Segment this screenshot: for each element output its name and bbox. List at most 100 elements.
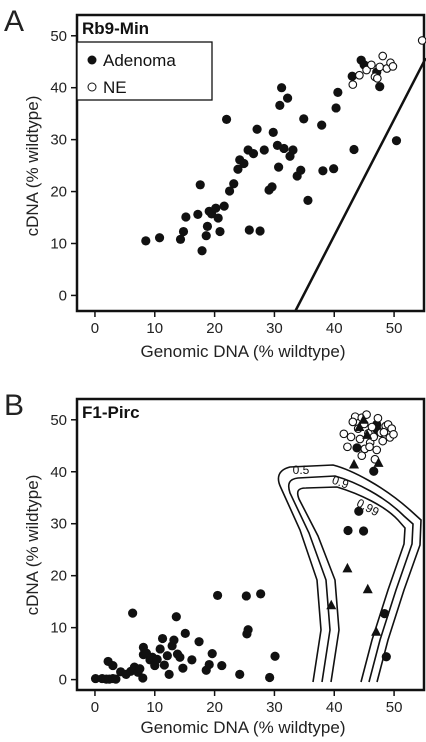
data-point-filled-circle xyxy=(256,589,266,599)
data-point-filled-circle xyxy=(111,674,121,684)
data-point-filled-circle xyxy=(194,637,204,647)
data-point-filled-circle xyxy=(279,143,289,154)
data-point-filled-circle xyxy=(352,443,362,453)
panel-b-title: F1-Pirc xyxy=(82,403,140,422)
data-point-triangle xyxy=(362,429,373,439)
data-point-filled-circle xyxy=(244,225,254,235)
data-point-filled-circle xyxy=(329,164,339,174)
x-tick-label: 20 xyxy=(206,320,223,337)
data-point-filled-circle xyxy=(175,652,185,662)
data-point-filled-circle xyxy=(217,660,227,671)
data-point-open-circle xyxy=(388,62,398,71)
data-point-open-circle xyxy=(379,427,389,437)
data-point-filled-circle xyxy=(90,673,101,684)
data-point-filled-circle xyxy=(243,625,253,635)
data-point-open-circle xyxy=(372,74,382,83)
panel-a-legend: Adenoma NE xyxy=(76,41,213,101)
x-tick-label: 50 xyxy=(386,699,403,716)
data-point-open-circle xyxy=(372,445,382,455)
data-point-filled-circle xyxy=(201,231,211,241)
data-point-filled-circle xyxy=(275,100,285,110)
data-point-triangle xyxy=(349,458,360,469)
x-tick-label: 30 xyxy=(266,320,283,337)
data-point-filled-circle xyxy=(265,672,275,683)
data-point-filled-circle xyxy=(343,525,353,536)
panel-a-chart: Rb9-Min Adenoma NE 0 10 20 30 40 50 0 10 20 30 40 5… xyxy=(23,13,426,361)
panel-b-y-axis-label: cDNA (% wildtype) xyxy=(23,475,42,616)
data-point-filled-circle xyxy=(267,182,277,192)
data-point-filled-circle xyxy=(152,654,162,664)
data-point-filled-circle xyxy=(195,180,205,190)
data-point-open-circle xyxy=(339,429,349,439)
data-point-filled-circle xyxy=(128,608,138,618)
y-tick-label: 40 xyxy=(50,464,67,481)
data-point-open-circle xyxy=(355,70,364,80)
legend-filled-circle-icon xyxy=(87,55,97,65)
panel-b-frame xyxy=(75,397,426,692)
data-point-filled-circle xyxy=(369,466,379,476)
y-tick-label: 10 xyxy=(50,620,67,637)
data-point-filled-circle xyxy=(268,127,278,137)
data-point-filled-circle xyxy=(224,186,235,196)
data-point-filled-circle xyxy=(175,234,186,244)
data-point-filled-circle xyxy=(233,164,243,174)
data-point-filled-circle xyxy=(333,87,343,97)
x-tick-label: 10 xyxy=(146,699,163,716)
data-point-open-circle xyxy=(417,36,426,45)
data-point-filled-circle xyxy=(178,663,188,673)
data-point-filled-circle xyxy=(178,226,189,237)
data-point-filled-circle xyxy=(303,195,313,205)
data-point-filled-circle xyxy=(282,93,293,103)
panel-b-x-axis-label: Genomic DNA (% wildtype) xyxy=(140,718,345,737)
data-point-filled-circle xyxy=(213,213,223,223)
data-point-open-circle xyxy=(343,442,352,452)
data-point-filled-circle xyxy=(135,664,145,674)
panel-a-frame xyxy=(75,13,426,313)
contour-0.99 xyxy=(296,486,406,683)
data-point-filled-circle xyxy=(207,649,217,659)
legend-label-adenoma: Adenoma xyxy=(103,51,176,70)
data-point-triangle xyxy=(358,414,369,424)
panel-a-ticks: 0 10 20 30 40 50 0 10 20 30 40 50 xyxy=(50,28,402,337)
x-tick-label: 0 xyxy=(91,320,99,337)
data-point-filled-circle xyxy=(212,590,223,601)
y-tick-label: 0 xyxy=(59,672,67,689)
y-tick-label: 40 xyxy=(50,80,67,97)
panel-letter-b: B xyxy=(4,389,24,422)
data-point-filled-circle xyxy=(229,179,239,189)
data-point-filled-circle xyxy=(347,71,357,81)
data-point-open-circle xyxy=(389,429,398,439)
panel-letter-a: A xyxy=(4,5,24,38)
data-point-filled-circle xyxy=(169,635,179,645)
data-point-open-circle xyxy=(365,442,374,452)
data-point-filled-circle xyxy=(288,145,298,155)
data-point-filled-circle xyxy=(296,165,306,175)
data-point-filled-circle xyxy=(159,660,169,670)
panel-b-ticks: 0 10 20 30 40 50 0 10 20 30 40 50 xyxy=(50,412,402,716)
data-point-filled-circle xyxy=(239,158,249,169)
data-point-filled-circle xyxy=(155,644,165,654)
data-point-filled-circle xyxy=(270,651,280,661)
x-tick-label: 50 xyxy=(386,320,403,337)
data-point-triangle xyxy=(342,562,353,573)
data-point-open-circle xyxy=(346,432,356,442)
legend-open-circle-icon xyxy=(87,82,97,92)
data-point-filled-circle xyxy=(354,506,364,516)
data-point-triangle xyxy=(326,599,337,610)
y-tick-label: 50 xyxy=(50,412,67,429)
data-point-open-circle xyxy=(362,65,371,75)
data-point-open-circle xyxy=(348,80,358,89)
x-tick-label: 0 xyxy=(91,699,99,716)
data-point-filled-circle xyxy=(375,82,385,92)
data-point-triangle xyxy=(373,457,384,467)
data-point-filled-circle xyxy=(248,149,259,159)
y-tick-label: 0 xyxy=(59,287,67,304)
panel-a-data-points xyxy=(141,36,426,256)
data-point-filled-circle xyxy=(108,660,118,671)
data-point-filled-circle xyxy=(317,120,327,130)
data-point-filled-circle xyxy=(138,673,148,683)
x-tick-label: 10 xyxy=(146,320,163,337)
legend-label-ne: NE xyxy=(103,78,127,97)
data-point-filled-circle xyxy=(171,612,181,622)
x-tick-label: 40 xyxy=(326,699,343,716)
